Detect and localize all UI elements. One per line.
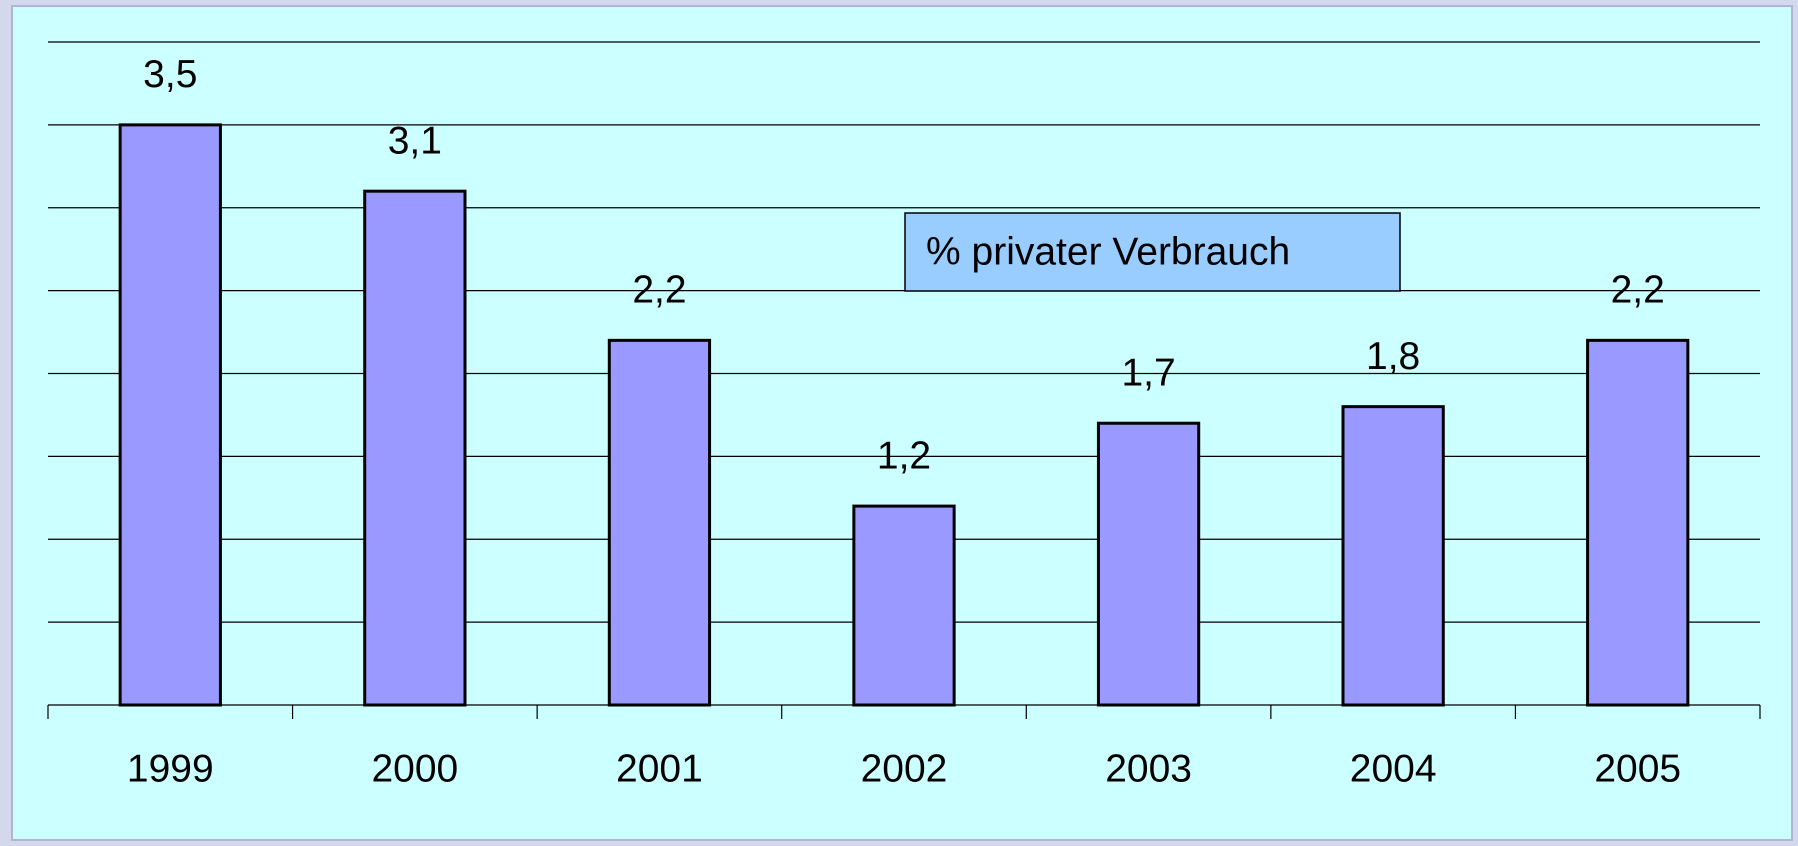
bar	[852, 504, 956, 707]
legend-box	[904, 212, 1401, 292]
bar	[118, 123, 222, 707]
bar	[1096, 421, 1201, 707]
data-label: 1,7	[1121, 352, 1175, 395]
bar	[1341, 405, 1445, 707]
x-tick-label: 2005	[1594, 747, 1681, 790]
x-tick-label: 2001	[616, 747, 703, 790]
bar	[363, 189, 467, 707]
bar	[607, 338, 712, 707]
bar	[1586, 338, 1690, 707]
chart-area	[11, 5, 1793, 841]
legend-label: % privater Verbrauch	[926, 230, 1290, 273]
x-tick-label: 2004	[1350, 747, 1437, 790]
x-tick-label: 2003	[1105, 747, 1192, 790]
data-label: 2,2	[1611, 269, 1665, 312]
data-label: 3,5	[143, 53, 197, 96]
data-label: 3,1	[388, 119, 442, 162]
data-label: 1,2	[877, 434, 931, 477]
x-tick-label: 2002	[861, 747, 948, 790]
x-tick-label: 1999	[127, 747, 214, 790]
data-label: 1,8	[1366, 335, 1420, 378]
data-label: 2,2	[632, 269, 686, 312]
x-tick-label: 2000	[371, 747, 458, 790]
